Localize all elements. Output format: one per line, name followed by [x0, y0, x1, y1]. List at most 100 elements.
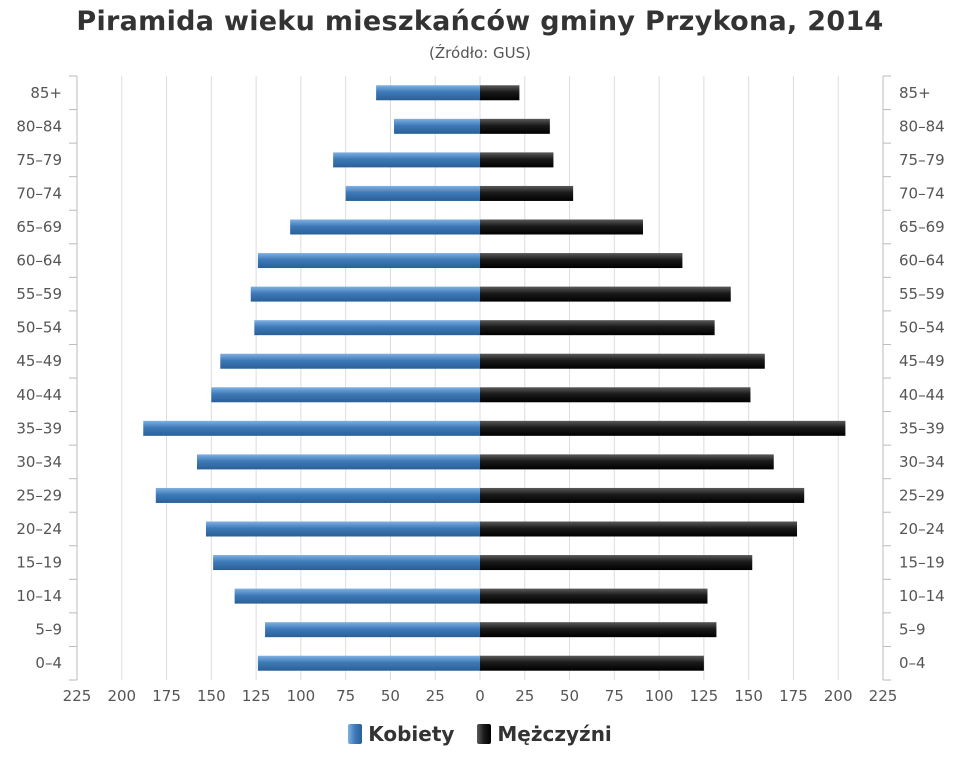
y-tick-label-left: 80–84	[16, 117, 62, 135]
y-tick-label-left: 45–49	[16, 352, 62, 370]
y-tick-label-left: 75–79	[16, 151, 62, 169]
y-tick-label-right: 70–74	[899, 184, 945, 202]
chart-title: Piramida wieku mieszkańców gminy Przykon…	[76, 6, 884, 37]
x-tick-label: 0	[475, 687, 485, 705]
bar-female[interactable]	[257, 655, 480, 671]
bars	[143, 85, 846, 671]
bar-male[interactable]	[480, 85, 520, 101]
bar-female[interactable]	[143, 420, 480, 436]
bar-male[interactable]	[480, 588, 708, 604]
y-tick-label-left: 15–19	[16, 554, 62, 572]
bar-male[interactable]	[480, 655, 704, 671]
y-tick-label-right: 15–19	[899, 554, 945, 572]
bar-male[interactable]	[480, 420, 846, 436]
bar-female[interactable]	[155, 487, 480, 503]
legend-swatch-male	[477, 724, 492, 744]
bar-male[interactable]	[480, 487, 805, 503]
bar-female[interactable]	[213, 555, 480, 571]
bar-male[interactable]	[480, 152, 554, 168]
y-tick-label-right: 25–29	[899, 486, 945, 504]
legend-label-female: Kobiety	[368, 722, 455, 746]
bar-male[interactable]	[480, 454, 774, 470]
y-tick-label-right: 55–59	[899, 285, 945, 303]
bar-female[interactable]	[376, 85, 480, 101]
bar-female[interactable]	[290, 219, 480, 235]
bar-male[interactable]	[480, 219, 643, 235]
bar-male[interactable]	[480, 320, 715, 336]
bar-female[interactable]	[254, 320, 480, 336]
bar-male[interactable]	[480, 521, 798, 537]
y-tick-label-left: 60–64	[16, 252, 62, 270]
legend: Kobiety Mężczyźni	[0, 722, 960, 749]
x-tick-label: 200	[824, 687, 853, 705]
bar-female[interactable]	[345, 185, 480, 201]
bar-female[interactable]	[205, 521, 480, 537]
x-tick-label: 225	[869, 687, 898, 705]
x-tick-label: 175	[779, 687, 808, 705]
bar-male[interactable]	[480, 387, 751, 403]
y-tick-label-left: 30–34	[16, 453, 62, 471]
legend-swatch-female	[348, 724, 363, 744]
bar-male[interactable]	[480, 622, 717, 638]
x-tick-label: 50	[381, 687, 400, 705]
x-tick-label: 200	[107, 687, 136, 705]
bar-female[interactable]	[250, 286, 480, 302]
x-tick-label: 75	[605, 687, 624, 705]
bar-male[interactable]	[480, 353, 765, 369]
x-tick-label: 175	[152, 687, 181, 705]
bar-female[interactable]	[211, 387, 481, 403]
y-tick-label-left: 40–44	[16, 386, 62, 404]
y-tick-label-right: 30–34	[899, 453, 945, 471]
x-tick-label: 150	[734, 687, 763, 705]
y-tick-label-right: 85+	[899, 84, 931, 102]
bar-male[interactable]	[480, 555, 753, 571]
x-tick-label: 25	[426, 687, 445, 705]
bar-female[interactable]	[394, 118, 480, 134]
x-tick-label: 225	[63, 687, 92, 705]
y-tick-label-left: 50–54	[16, 319, 62, 337]
chart-subtitle: (Źródło: GUS)	[429, 44, 531, 62]
x-tick-label: 25	[515, 687, 534, 705]
bar-female[interactable]	[234, 588, 480, 604]
y-tick-label-right: 35–39	[899, 419, 945, 437]
bar-female[interactable]	[265, 622, 480, 638]
bar-male[interactable]	[480, 253, 683, 269]
bar-female[interactable]	[257, 253, 480, 269]
x-tick-label: 150	[197, 687, 226, 705]
bar-male[interactable]	[480, 118, 550, 134]
y-tick-label-right: 10–14	[899, 587, 945, 605]
y-tick-label-left: 85+	[30, 84, 62, 102]
y-tick-label-right: 5–9	[899, 621, 926, 639]
y-tick-label-left: 25–29	[16, 486, 62, 504]
y-tick-label-left: 65–69	[16, 218, 62, 236]
legend-item-female[interactable]: Kobiety	[348, 722, 454, 746]
x-tick-label: 125	[690, 687, 719, 705]
y-tick-label-left: 0–4	[35, 654, 62, 672]
legend-item-male[interactable]: Mężczyźni	[477, 722, 612, 746]
bar-male[interactable]	[480, 185, 574, 201]
x-tick-label: 100	[645, 687, 674, 705]
tick-labels: 225 200 175 150 125 100 75 50 25 0 25 50 75 100 125 150…	[16, 84, 944, 705]
y-tick-label-left: 20–24	[16, 520, 62, 538]
x-tick-label: 50	[560, 687, 579, 705]
y-tick-label-left: 70–74	[16, 184, 62, 202]
y-tick-label-right: 80–84	[899, 117, 945, 135]
bar-female[interactable]	[197, 454, 480, 470]
y-tick-label-left: 55–59	[16, 285, 62, 303]
x-tick-label: 100	[287, 687, 316, 705]
bar-male[interactable]	[480, 286, 731, 302]
y-tick-label-right: 60–64	[899, 252, 945, 270]
y-tick-label-right: 0–4	[899, 654, 926, 672]
y-tick-label-left: 35–39	[16, 419, 62, 437]
x-tick-label: 75	[336, 687, 355, 705]
y-tick-label-right: 45–49	[899, 352, 945, 370]
axes	[69, 75, 891, 681]
x-tick-label: 125	[242, 687, 271, 705]
bar-female[interactable]	[333, 152, 480, 168]
y-tick-label-left: 5–9	[35, 621, 62, 639]
y-tick-label-right: 50–54	[899, 319, 945, 337]
y-tick-label-right: 65–69	[899, 218, 945, 236]
y-tick-label-right: 40–44	[899, 386, 945, 404]
bar-female[interactable]	[220, 353, 481, 369]
